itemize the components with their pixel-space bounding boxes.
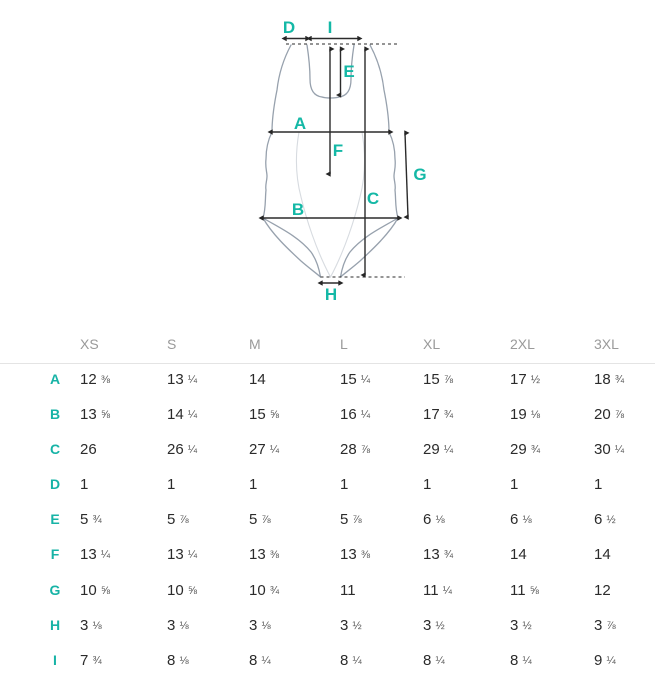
svg-text:F: F (333, 141, 343, 160)
svg-text:E: E (343, 62, 354, 81)
svg-text:D: D (283, 18, 295, 37)
svg-text:C: C (367, 189, 379, 208)
svg-text:H: H (325, 285, 337, 304)
svg-text:I: I (328, 18, 333, 37)
svg-text:A: A (294, 114, 306, 133)
svg-text:B: B (292, 200, 304, 219)
svg-text:G: G (413, 165, 426, 184)
